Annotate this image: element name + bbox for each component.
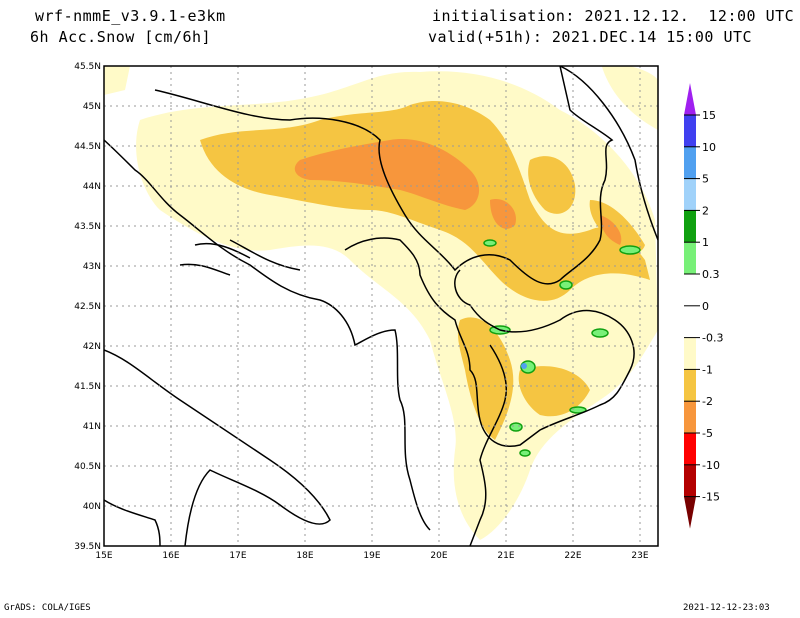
colorbar-label: -10 — [702, 459, 720, 472]
colorbar-segment — [684, 337, 696, 370]
colorbar-segment — [684, 210, 696, 243]
valid-time: valid(+51h): 2021.DEC.14 15:00 UTC — [428, 28, 753, 46]
lat-tick-label: 41.5N — [74, 382, 101, 392]
colorbar-label: -2 — [702, 395, 713, 408]
colorbar-segment — [684, 433, 696, 465]
snow-area-2-5cm — [600, 215, 622, 245]
colorbar-label: -1 — [702, 363, 713, 376]
colorbar-segment — [684, 274, 696, 306]
lon-tick-label: 15E — [95, 551, 112, 561]
snow-area-1-2cm — [518, 366, 590, 417]
lon-tick-label: 16E — [162, 551, 179, 561]
lat-tick-label: 42N — [83, 342, 101, 352]
lat-tick-label: 40.5N — [74, 462, 101, 472]
lon-tick-label: 21E — [497, 551, 514, 561]
credit-text: GrADS: COLA/IGES — [4, 603, 91, 613]
grid-lines — [104, 66, 658, 546]
snow-area-blue — [521, 363, 527, 369]
colorbar-segment — [684, 178, 696, 211]
lat-tick-label: 41N — [83, 422, 101, 432]
lat-tick-label: 45N — [83, 102, 101, 112]
colorbar-label: -0.3 — [702, 332, 723, 345]
colorbar-segment — [684, 242, 696, 274]
snow-fields — [104, 66, 658, 546]
lon-tick-label: 22E — [564, 551, 581, 561]
colorbar-label: 10 — [702, 141, 716, 154]
colorbar-top-arrow — [684, 83, 696, 115]
colorbar-segment — [684, 369, 696, 402]
snow-area-green — [483, 239, 641, 457]
snow-area-1-2cm — [457, 317, 514, 440]
map-frame — [103, 65, 659, 547]
lat-tick-label: 44N — [83, 182, 101, 192]
timestamp-text: 2021-12-12-23:03 — [683, 603, 770, 613]
lat-tick-label: 45.5N — [74, 62, 101, 72]
colorbar-label: 1 — [702, 236, 709, 249]
snow-area-2-5cm — [490, 199, 516, 229]
model-title: wrf-nmmE_v3.9.1-e3km — [35, 7, 226, 25]
snow-area-1-2cm — [589, 200, 645, 253]
initialisation-time: initialisation: 2021.12.12. 12:00 UTC — [432, 7, 795, 25]
colorbar-label: -5 — [702, 427, 713, 440]
colorbar-segment — [684, 115, 696, 147]
colorbar-label: 15 — [702, 109, 716, 122]
colorbar-label: 2 — [702, 204, 709, 217]
snow-area-light — [601, 66, 658, 130]
colorbar: 15 10 5 2 1 0.3 0 -0.3 -1 -2 -5 -10 -15 — [684, 83, 723, 529]
colorbar-segment — [684, 401, 696, 433]
snow-area-light — [104, 66, 130, 95]
snow-area-2-5cm — [294, 139, 480, 210]
lat-tick-label: 40N — [83, 502, 101, 512]
colorbar-label: -15 — [702, 491, 720, 504]
colorbar-bottom-arrow — [684, 496, 696, 529]
lon-tick-label: 19E — [363, 551, 380, 561]
lon-tick-label: 23E — [631, 551, 648, 561]
lat-tick-label: 43.5N — [74, 222, 101, 232]
axis-ticks: 15E 16E 17E 18E 19E 20E 21E 22E 23E 39.5N 40N 40.5N… — [74, 62, 649, 561]
snow-area-1-2cm — [528, 156, 576, 214]
lat-tick-label: 39.5N — [74, 542, 101, 552]
colorbar-label: 0.3 — [702, 268, 720, 281]
colorbar-segment — [684, 305, 696, 338]
colorbar-label: 0 — [702, 300, 709, 313]
lat-tick-label: 44.5N — [74, 142, 101, 152]
colorbar-label: 5 — [702, 173, 709, 186]
coastlines-borders — [104, 66, 658, 546]
variable-title: 6h Acc.Snow [cm/6h] — [30, 28, 212, 46]
lat-tick-label: 43N — [83, 262, 101, 272]
lon-tick-label: 20E — [430, 551, 447, 561]
snow-area-1-2cm — [200, 100, 650, 301]
lon-tick-label: 17E — [229, 551, 246, 561]
colorbar-segment — [684, 146, 696, 179]
colorbar-segment — [684, 464, 696, 497]
lon-tick-label: 18E — [296, 551, 313, 561]
lat-tick-label: 42.5N — [74, 302, 101, 312]
